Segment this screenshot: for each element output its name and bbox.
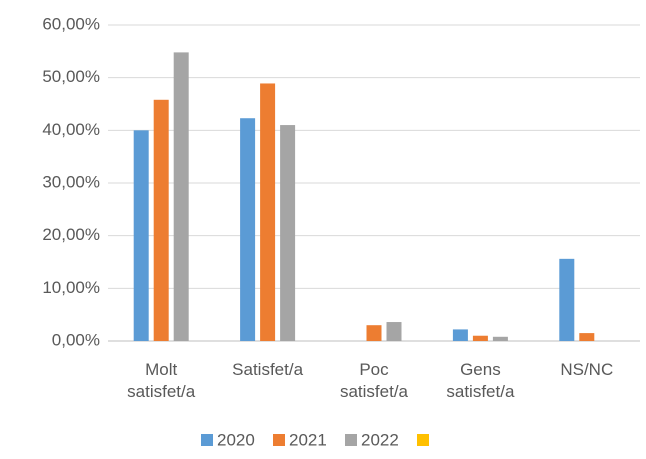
bar (240, 118, 256, 341)
bar (133, 130, 149, 341)
x-tick-label: NS/NC (560, 360, 614, 379)
bar (472, 335, 488, 341)
bar (280, 125, 296, 341)
x-tick-label: Gens satisfet/a (446, 360, 515, 401)
bar (579, 333, 595, 341)
bar (559, 258, 575, 341)
bar (386, 322, 402, 341)
bar (452, 329, 468, 341)
bar (492, 336, 508, 341)
bar (173, 52, 189, 342)
x-tick-label: Satisfet/a (232, 360, 304, 379)
x-tick-label: Poc satisfet/a (339, 360, 409, 401)
y-tick-label: 40,00% (42, 120, 100, 139)
legend-label: 2022 (361, 430, 399, 449)
legend-swatch (345, 434, 357, 446)
y-tick-label: 20,00% (42, 225, 100, 244)
legend-swatch (273, 434, 285, 446)
y-tick-label: 50,00% (42, 67, 100, 86)
bar (366, 325, 382, 341)
bar (260, 83, 276, 342)
legend-swatch (201, 434, 213, 446)
legend-label: 2020 (217, 430, 255, 449)
x-tick-label: Molt satisfet/a (127, 360, 196, 401)
legend-swatch (417, 434, 429, 446)
y-tick-label: 10,00% (42, 278, 100, 297)
y-tick-label: 30,00% (42, 172, 100, 191)
y-tick-label: 0,00% (52, 330, 100, 349)
legend-label: 2021 (289, 430, 327, 449)
y-tick-label: 60,00% (42, 14, 100, 33)
bar (153, 99, 169, 341)
